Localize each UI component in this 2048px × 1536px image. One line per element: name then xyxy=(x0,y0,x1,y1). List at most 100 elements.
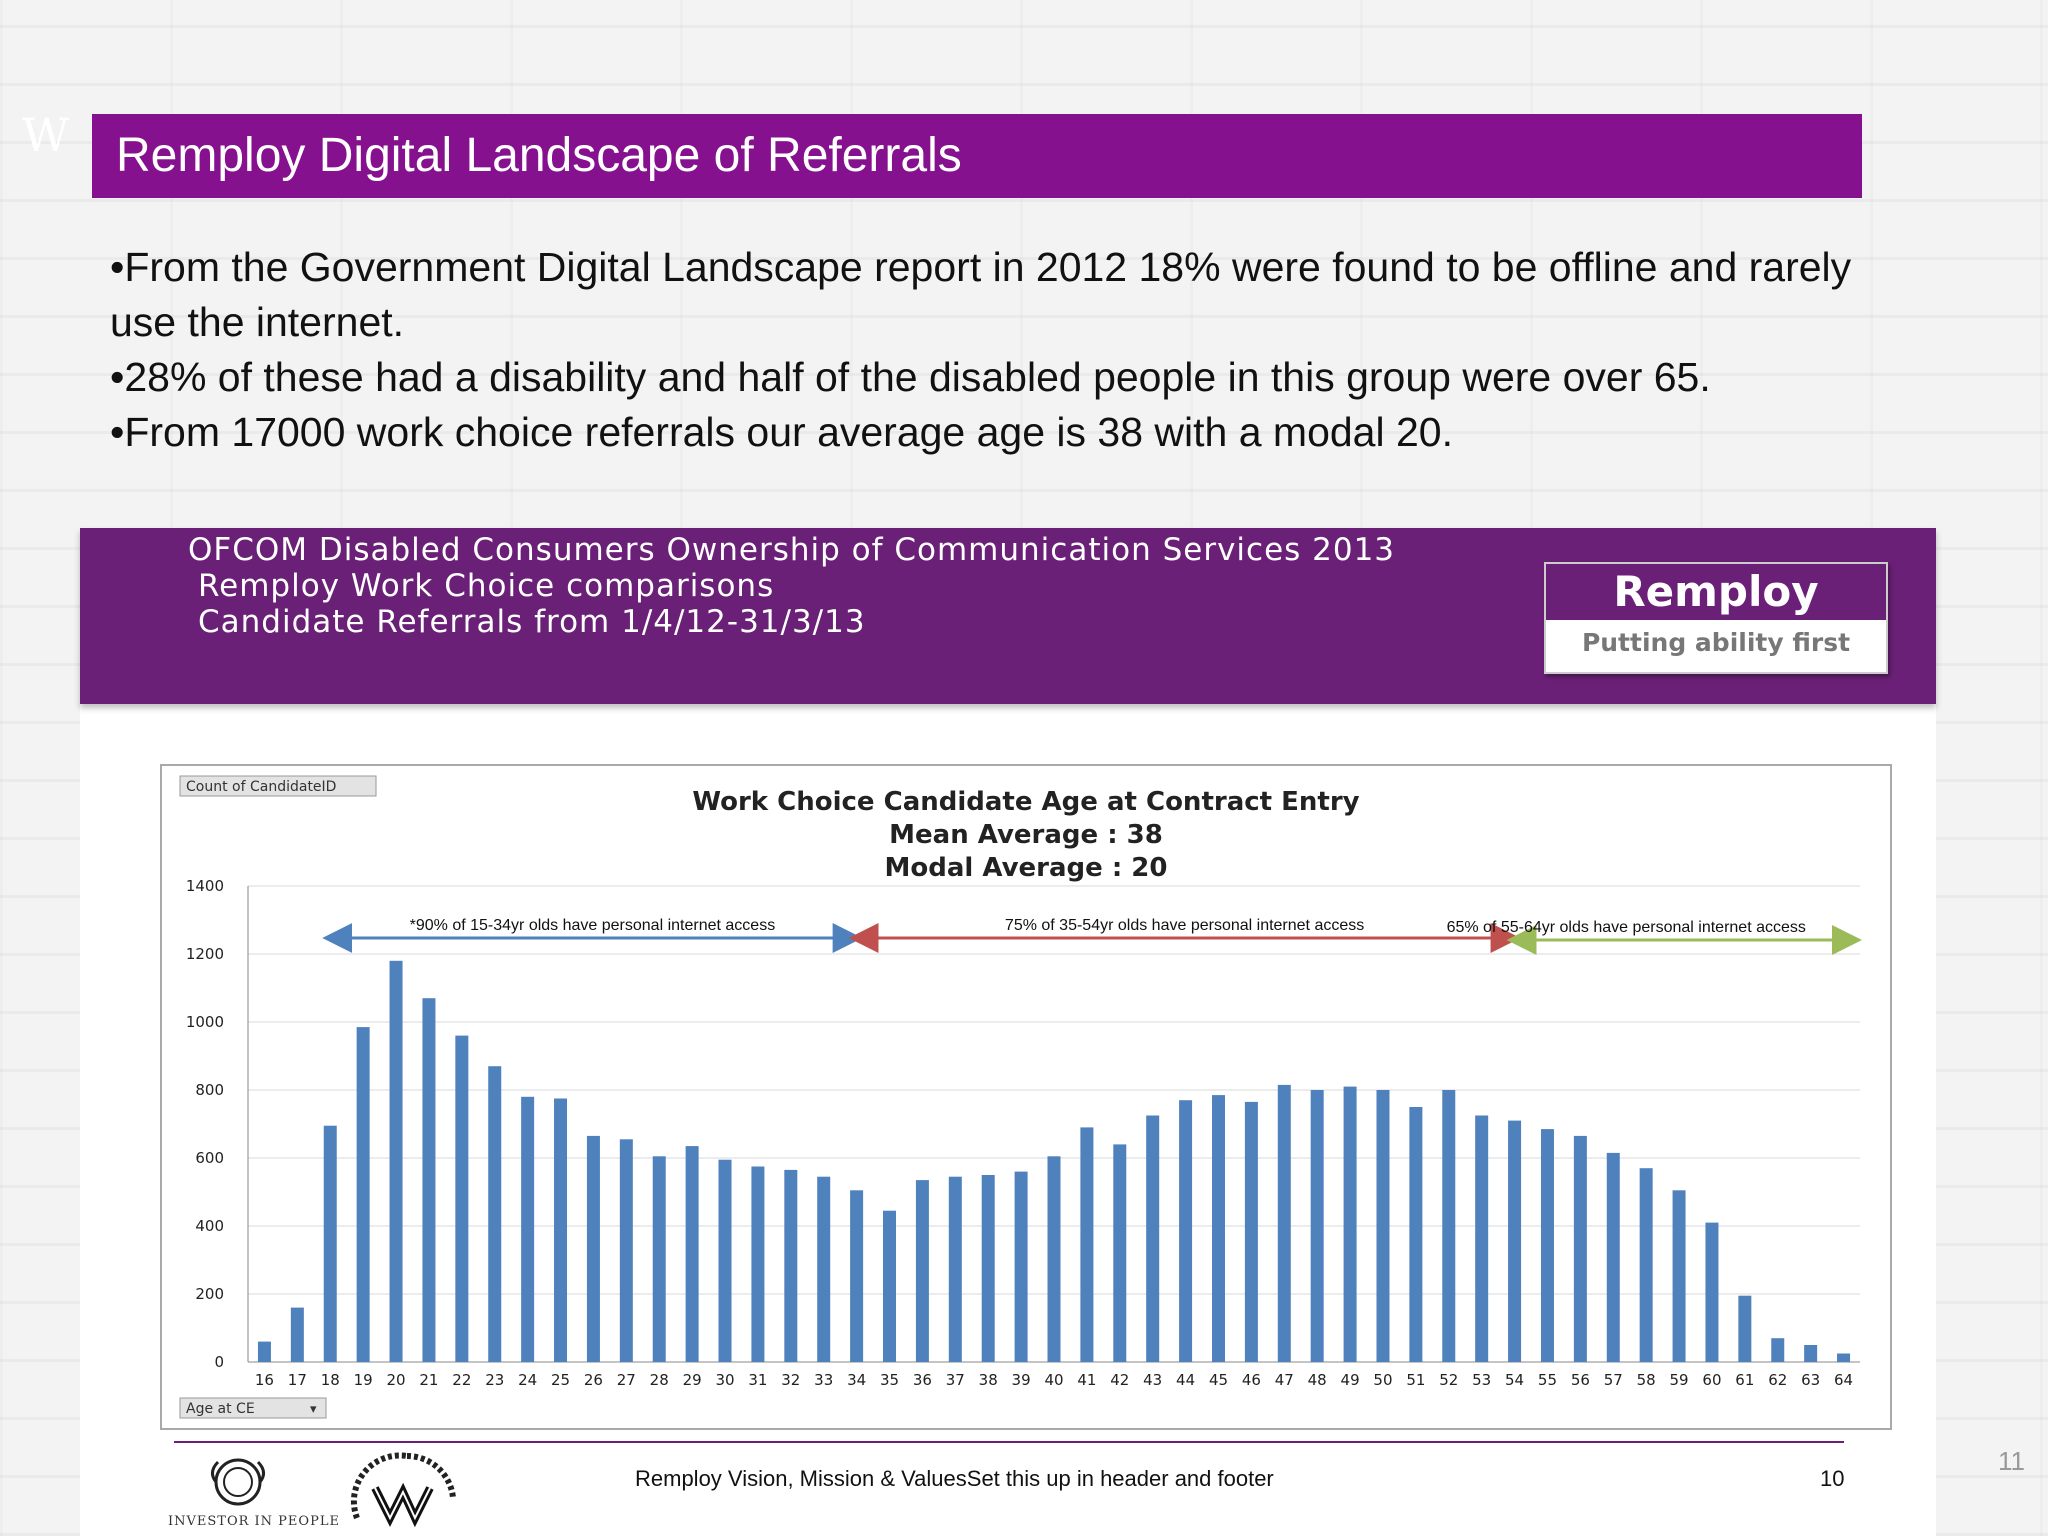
title-bar: Remploy Digital Landscape of Referrals xyxy=(92,114,1862,198)
bar-16 xyxy=(257,1341,271,1362)
age-bar-chart: Count of CandidateID Age at CE ▾ Work Choic… xyxy=(179,775,1862,1419)
banner-line-2: Remploy Work Choice comparisons xyxy=(198,568,775,604)
bar-40 xyxy=(1047,1156,1061,1362)
bar-24 xyxy=(521,1096,535,1362)
y-tick-label: 800 xyxy=(195,1081,224,1099)
annotation-label: 65% of 55-64yr olds have personal intern… xyxy=(1447,919,1806,936)
x-tick-label: 52 xyxy=(1439,1371,1458,1389)
chart-frame: Count of CandidateID Age at CE ▾ Work Choic… xyxy=(160,764,1892,1430)
annotation-label: *90% of 15-34yr olds have personal inter… xyxy=(410,917,776,934)
x-tick-label: 30 xyxy=(715,1371,734,1389)
x-tick-label: 39 xyxy=(1012,1371,1031,1389)
bar-60 xyxy=(1705,1222,1719,1362)
x-tick-label: 19 xyxy=(354,1371,373,1389)
bar-28 xyxy=(652,1156,666,1362)
x-tick-label: 55 xyxy=(1538,1371,1557,1389)
bar-21 xyxy=(422,998,436,1362)
x-tick-label: 58 xyxy=(1637,1371,1656,1389)
x-tick-label: 17 xyxy=(288,1371,307,1389)
x-tick-label: 60 xyxy=(1702,1371,1721,1389)
x-tick-label: 27 xyxy=(617,1371,636,1389)
x-tick-label: 64 xyxy=(1834,1371,1853,1389)
x-tick-label: 57 xyxy=(1604,1371,1623,1389)
bar-20 xyxy=(389,960,403,1362)
bar-39 xyxy=(1014,1171,1028,1362)
bar-41 xyxy=(1080,1127,1094,1362)
x-tick-label: 59 xyxy=(1670,1371,1689,1389)
x-tick-label: 35 xyxy=(880,1371,899,1389)
chart-title-line: Work Choice Candidate Age at Contract En… xyxy=(692,787,1359,817)
bullet-item: •28% of these had a disability and half … xyxy=(110,354,1711,400)
x-tick-label: 43 xyxy=(1143,1371,1162,1389)
bar-38 xyxy=(981,1175,995,1362)
bar-47 xyxy=(1277,1084,1291,1362)
bar-61 xyxy=(1738,1295,1752,1362)
x-tick-label: 31 xyxy=(748,1371,767,1389)
remploy-logo: Remploy Putting ability first xyxy=(1544,562,1888,674)
bar-43 xyxy=(1146,1115,1160,1362)
bar-53 xyxy=(1475,1115,1489,1362)
axis-button-label: Age at CE xyxy=(186,1401,255,1417)
field-button xyxy=(179,775,377,797)
x-tick-label: 22 xyxy=(452,1371,471,1389)
bar-18 xyxy=(323,1125,337,1362)
x-tick-label: 61 xyxy=(1735,1371,1754,1389)
y-tick-label: 400 xyxy=(195,1217,224,1235)
bar-25 xyxy=(554,1098,568,1362)
bar-22 xyxy=(455,1035,469,1362)
x-tick-label: 42 xyxy=(1110,1371,1129,1389)
bar-26 xyxy=(586,1135,600,1362)
investor-in-people-logo xyxy=(211,1458,265,1506)
chart-title-line: Modal Average : 20 xyxy=(885,853,1168,883)
bar-55 xyxy=(1540,1129,1554,1362)
bar-64 xyxy=(1837,1353,1851,1362)
annotation-label: 75% of 35-54yr olds have personal intern… xyxy=(1005,917,1364,934)
bar-56 xyxy=(1573,1135,1587,1362)
y-tick-label: 600 xyxy=(195,1149,224,1167)
bar-48 xyxy=(1310,1090,1324,1362)
x-tick-label: 20 xyxy=(386,1371,405,1389)
banner-line-1: OFCOM Disabled Consumers Ownership of Co… xyxy=(188,532,1396,568)
x-tick-label: 44 xyxy=(1176,1371,1195,1389)
bar-62 xyxy=(1771,1338,1785,1362)
bar-52 xyxy=(1442,1090,1456,1362)
x-tick-label: 29 xyxy=(683,1371,702,1389)
x-tick-label: 53 xyxy=(1472,1371,1491,1389)
bar-29 xyxy=(685,1146,699,1362)
x-tick-label: 40 xyxy=(1044,1371,1063,1389)
x-tick-label: 16 xyxy=(255,1371,274,1389)
bar-27 xyxy=(619,1139,633,1362)
x-tick-label: 48 xyxy=(1308,1371,1327,1389)
y-tick-label: 0 xyxy=(214,1353,224,1371)
bar-31 xyxy=(751,1166,765,1362)
x-tick-label: 21 xyxy=(419,1371,438,1389)
y-tick-label: 1200 xyxy=(186,945,224,963)
x-tick-label: 25 xyxy=(551,1371,570,1389)
x-tick-label: 32 xyxy=(781,1371,800,1389)
bar-44 xyxy=(1179,1100,1193,1362)
banner-line-3: Candidate Referrals from 1/4/12-31/3/13 xyxy=(198,604,866,640)
x-tick-label: 46 xyxy=(1242,1371,1261,1389)
slide-watermark-letter: W xyxy=(22,108,70,162)
x-tick-label: 45 xyxy=(1209,1371,1228,1389)
y-tick-label: 1400 xyxy=(186,877,224,895)
bullet-item: •From 17000 work choice referrals our av… xyxy=(110,409,1453,455)
bar-59 xyxy=(1672,1190,1686,1362)
x-tick-label: 49 xyxy=(1341,1371,1360,1389)
x-tick-label: 47 xyxy=(1275,1371,1294,1389)
x-tick-label: 28 xyxy=(650,1371,669,1389)
x-tick-label: 37 xyxy=(946,1371,965,1389)
field-button-label: Count of CandidateID xyxy=(186,779,336,795)
x-tick-label: 18 xyxy=(321,1371,340,1389)
logo-tagline: Putting ability first xyxy=(1581,628,1851,657)
footer-page-number: 10 xyxy=(1820,1466,1845,1491)
bar-23 xyxy=(488,1066,502,1362)
investor-in-people-label: INVESTOR IN PEOPLE xyxy=(168,1514,340,1529)
x-tick-label: 54 xyxy=(1505,1371,1524,1389)
bar-46 xyxy=(1244,1101,1258,1362)
bar-42 xyxy=(1113,1144,1127,1362)
x-tick-label: 63 xyxy=(1801,1371,1820,1389)
bar-37 xyxy=(948,1176,962,1362)
bar-57 xyxy=(1606,1152,1620,1362)
slide-number: 11 xyxy=(1998,1446,2025,1476)
